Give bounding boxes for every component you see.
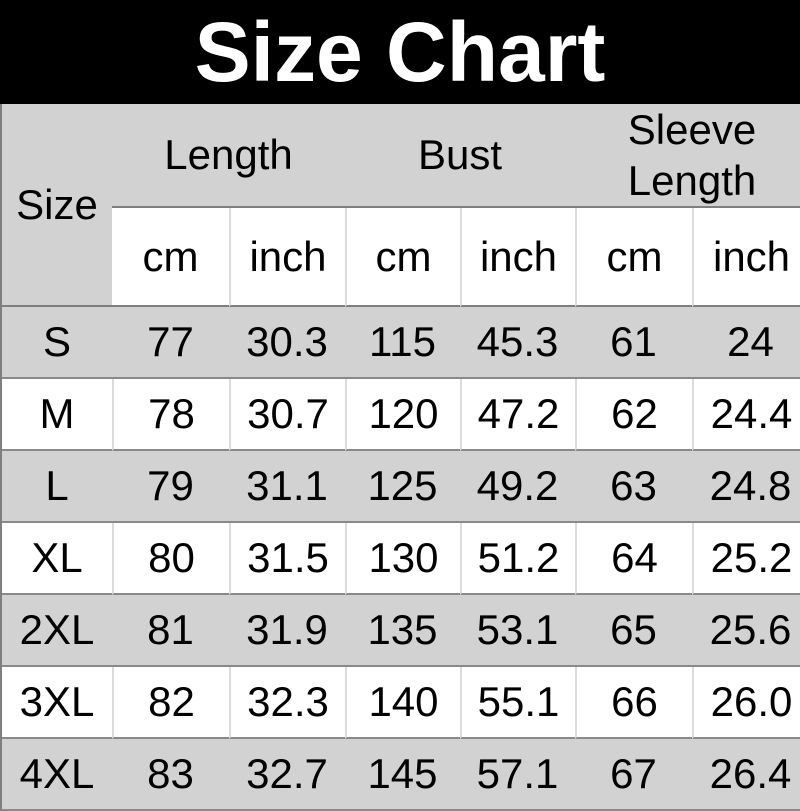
cell-size: S bbox=[2, 307, 112, 380]
column-header-bust: Bust bbox=[345, 104, 576, 209]
cell-bust-cm: 115 bbox=[345, 307, 460, 380]
cell-sleeve-inch: 24.4 bbox=[692, 379, 800, 452]
cell-sleeve-inch: 24 bbox=[692, 307, 800, 380]
table-row-2xl: 2XL 81 31.9 135 53.1 65 25.6 bbox=[2, 595, 800, 668]
cell-length-cm: 81 bbox=[112, 595, 229, 668]
table-row-l: L 79 31.1 125 49.2 63 24.8 bbox=[2, 451, 800, 524]
cell-sleeve-cm: 62 bbox=[575, 379, 693, 452]
unit-header-sleeve-cm: cm bbox=[575, 208, 693, 308]
cell-size: 3XL bbox=[2, 667, 112, 740]
column-header-length: Length bbox=[112, 104, 345, 209]
cell-sleeve-cm: 63 bbox=[575, 451, 693, 524]
cell-size: 2XL bbox=[2, 595, 112, 668]
cell-length-cm: 77 bbox=[112, 307, 229, 380]
unit-header-sleeve-inch: inch bbox=[692, 208, 800, 308]
title-banner: Size Chart bbox=[0, 0, 800, 104]
cell-size: M bbox=[2, 379, 112, 452]
cell-length-cm: 78 bbox=[112, 379, 229, 452]
cell-length-inch: 31.1 bbox=[229, 451, 345, 524]
unit-header-length-cm: cm bbox=[112, 208, 229, 308]
unit-header-bust-inch: inch bbox=[460, 208, 576, 308]
cell-size: XL bbox=[2, 523, 112, 596]
cell-length-inch: 32.7 bbox=[229, 739, 345, 811]
cell-sleeve-inch: 25.2 bbox=[692, 523, 800, 596]
cell-length-inch: 31.5 bbox=[229, 523, 345, 596]
cell-bust-inch: 53.1 bbox=[460, 595, 576, 668]
table-row-s: S 77 30.3 115 45.3 61 24 bbox=[2, 307, 800, 380]
cell-bust-cm: 130 bbox=[345, 523, 460, 596]
cell-length-inch: 32.3 bbox=[229, 667, 345, 740]
column-header-sleeve-length: Sleeve Length bbox=[575, 104, 800, 209]
cell-sleeve-cm: 64 bbox=[575, 523, 693, 596]
cell-length-inch: 30.3 bbox=[229, 307, 345, 380]
cell-bust-inch: 51.2 bbox=[460, 523, 576, 596]
table-row-xl: XL 80 31.5 130 51.2 64 25.2 bbox=[2, 523, 800, 596]
column-header-size: Size bbox=[2, 104, 112, 308]
cell-length-inch: 30.7 bbox=[229, 379, 345, 452]
cell-length-cm: 80 bbox=[112, 523, 229, 596]
unit-header-bust-cm: cm bbox=[345, 208, 460, 308]
cell-bust-cm: 140 bbox=[345, 667, 460, 740]
cell-bust-inch: 47.2 bbox=[460, 379, 576, 452]
table-row-3xl: 3XL 82 32.3 140 55.1 66 26.0 bbox=[2, 667, 800, 740]
table-row-m: M 78 30.7 120 47.2 62 24.4 bbox=[2, 379, 800, 452]
cell-bust-cm: 135 bbox=[345, 595, 460, 668]
cell-sleeve-cm: 65 bbox=[575, 595, 693, 668]
cell-bust-inch: 45.3 bbox=[460, 307, 576, 380]
cell-length-inch: 31.9 bbox=[229, 595, 345, 668]
cell-sleeve-inch: 26.0 bbox=[692, 667, 800, 740]
cell-bust-cm: 145 bbox=[345, 739, 460, 811]
cell-length-cm: 83 bbox=[112, 739, 229, 811]
page-title: Size Chart bbox=[194, 5, 606, 99]
cell-size: 4XL bbox=[2, 739, 112, 811]
cell-bust-inch: 49.2 bbox=[460, 451, 576, 524]
cell-bust-inch: 57.1 bbox=[460, 739, 576, 811]
cell-sleeve-inch: 26.4 bbox=[692, 739, 800, 811]
table-header-units: cm inch cm inch cm inch bbox=[2, 208, 800, 308]
table-header-groups: Size Length Bust Sleeve Length bbox=[2, 104, 800, 308]
unit-header-length-inch: inch bbox=[229, 208, 345, 308]
cell-size: L bbox=[2, 451, 112, 524]
cell-sleeve-cm: 66 bbox=[575, 667, 693, 740]
cell-sleeve-inch: 25.6 bbox=[692, 595, 800, 668]
cell-length-cm: 79 bbox=[112, 451, 229, 524]
cell-sleeve-cm: 61 bbox=[575, 307, 693, 380]
cell-bust-cm: 120 bbox=[345, 379, 460, 452]
cell-bust-inch: 55.1 bbox=[460, 667, 576, 740]
cell-bust-cm: 125 bbox=[345, 451, 460, 524]
table-row-4xl: 4XL 83 32.7 145 57.1 67 26.4 bbox=[2, 739, 800, 811]
cell-sleeve-cm: 67 bbox=[575, 739, 693, 811]
size-chart-table: Size Length Bust Sleeve Length cm inch c… bbox=[0, 104, 800, 811]
cell-length-cm: 82 bbox=[112, 667, 229, 740]
cell-sleeve-inch: 24.8 bbox=[692, 451, 800, 524]
